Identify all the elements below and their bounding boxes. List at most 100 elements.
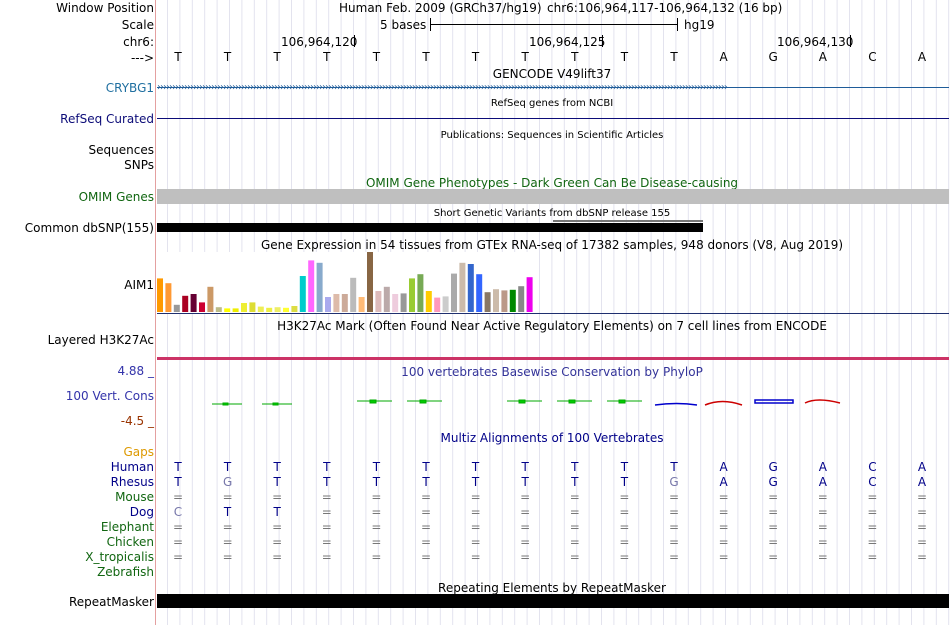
species-label[interactable]: X_tropicalis (85, 550, 154, 564)
gtex-tissue-bar[interactable] (199, 302, 205, 312)
omim-gene-bar[interactable] (157, 189, 949, 204)
species-alignment-row[interactable]: = = = = = = = = = = = = = = = = (155, 490, 950, 504)
species-label[interactable]: Rhesus (110, 475, 154, 489)
h3k27ac-label[interactable]: Layered H3K27Ac (47, 333, 154, 347)
h3k27ac-signal[interactable] (157, 357, 949, 360)
gtex-tissue-bar[interactable] (467, 264, 474, 312)
gtex-tissue-bar[interactable] (375, 291, 382, 312)
gtex-tissue-bar[interactable] (224, 308, 231, 312)
species-label[interactable]: Human (110, 460, 154, 474)
species-label[interactable]: Mouse (115, 490, 154, 504)
publications-track-title[interactable]: Publications: Sequences in Scientific Ar… (440, 130, 664, 141)
species-alignment-row[interactable] (155, 565, 950, 579)
gtex-tissue-bar[interactable] (358, 297, 365, 312)
gtex-tissue-bar[interactable] (493, 289, 499, 312)
strand-arrow-label[interactable]: ---> (130, 51, 154, 65)
species-label[interactable]: Zebrafish (97, 565, 154, 579)
gtex-tissue-bar[interactable] (207, 286, 214, 312)
gtex-tissue-bar[interactable] (274, 307, 281, 312)
gtex-tissue-bar[interactable] (509, 289, 516, 312)
gtex-tissue-bar[interactable] (367, 252, 373, 312)
gtex-tissue-bar[interactable] (241, 303, 247, 312)
gtex-tissue-bar[interactable] (434, 297, 441, 312)
gtex-tissue-bar[interactable] (425, 291, 432, 312)
multiz-track-title[interactable]: Multiz Alignments of 100 Vertebrates (440, 431, 664, 445)
dbsnp-track-title[interactable]: Short Genetic Variants from dbSNP releas… (433, 208, 671, 219)
gencode-track-title[interactable]: GENCODE V49lift37 (492, 67, 612, 81)
gtex-tissue-bar[interactable] (190, 294, 197, 312)
gtex-tissue-bar[interactable] (165, 283, 172, 312)
gtex-tissue-bar[interactable] (333, 294, 340, 312)
h3k27ac-track-title[interactable]: H3K27Ac Mark (Often Found Near Active Re… (277, 319, 827, 333)
gtex-tissue-bar[interactable] (249, 302, 256, 312)
gtex-tissue-bar[interactable] (257, 306, 264, 312)
species-label[interactable]: Elephant (100, 520, 154, 534)
gtex-tissue-bar[interactable] (484, 292, 491, 312)
repeatmasker-label[interactable]: RepeatMasker (68, 595, 154, 609)
gtex-tissue-bar[interactable] (459, 262, 466, 312)
gtex-tissue-bar[interactable] (392, 294, 399, 312)
dbsnp-label[interactable]: Common dbSNP(155) (24, 221, 154, 235)
repeatmasker-element[interactable] (157, 594, 949, 608)
gtex-tissue-bar[interactable] (451, 273, 457, 312)
publications-label-sequences[interactable]: Sequences (88, 143, 154, 157)
gtex-tissue-bar[interactable] (266, 307, 273, 312)
gtex-tissue-bar[interactable] (308, 260, 315, 312)
aligned-base: = (916, 505, 928, 519)
species-label[interactable]: Chicken (106, 535, 154, 549)
gtex-tissue-bar[interactable] (417, 274, 424, 312)
gtex-tissue-bar[interactable] (232, 308, 239, 312)
gtex-tissue-bar[interactable] (283, 307, 289, 312)
gtex-tissue-bar[interactable] (291, 306, 298, 312)
gtex-tissue-bar[interactable] (501, 290, 508, 312)
dbsnp-variant-bar-upper[interactable] (553, 220, 703, 222)
species-alignment-row[interactable]: = = = = = = = = = = = = = = = = (155, 550, 950, 564)
gtex-tissue-bar[interactable] (518, 286, 525, 312)
gtex-tissue-bar[interactable] (400, 293, 407, 312)
species-label[interactable]: Dog (129, 505, 154, 519)
aligned-base: = (916, 520, 928, 534)
omim-label[interactable]: OMIM Genes (78, 190, 154, 204)
gtex-tissue-bar[interactable] (157, 278, 163, 312)
species-alignment-row[interactable]: = = = = = = = = = = = = = = = = (155, 520, 950, 534)
gtex-tissue-bar[interactable] (383, 286, 390, 312)
multiz-gaps-label[interactable]: Gaps (123, 445, 154, 459)
species-alignment-row[interactable]: = = = = = = = = = = = = = = = = (155, 535, 950, 549)
gene-strand-chevrons[interactable]: ››››››››››››››››››››››››››››››››››››››››… (157, 82, 728, 93)
gtex-bar-chart[interactable] (157, 252, 537, 313)
gtex-tissue-bar[interactable] (526, 277, 533, 312)
aligned-base: = (718, 550, 729, 564)
repeatmasker-track-title[interactable]: Repeating Elements by RepeatMasker (438, 581, 666, 595)
gtex-tissue-bar[interactable] (476, 274, 483, 312)
omim-track-title[interactable]: OMIM Gene Phenotypes - Dark Green Can Be… (365, 176, 739, 190)
gtex-tissue-bar[interactable] (442, 296, 449, 312)
assembly-label[interactable]: Human Feb. 2009 (GRCh37/hg19) (339, 1, 542, 15)
gtex-tissue-bar[interactable] (341, 294, 348, 312)
gtex-tissue-bar[interactable] (215, 307, 222, 312)
position-readout[interactable]: chr6:106,964,117-106,964,132 (16 bp) (547, 1, 783, 15)
aligned-base: A (818, 475, 827, 489)
refseq-track-title[interactable]: RefSeq genes from NCBI (490, 98, 614, 109)
gtex-tissue-bar[interactable] (350, 277, 357, 312)
gtex-tissue-bar[interactable] (316, 262, 323, 312)
refseq-label[interactable]: RefSeq Curated (60, 112, 154, 126)
dbsnp-variant-bar[interactable] (157, 223, 703, 232)
phylop-wiggle[interactable] (157, 392, 949, 410)
species-alignment-row[interactable]: C T T = = = = = = = = = = = = = (155, 505, 950, 519)
publications-label-snps[interactable]: SNPs (124, 158, 154, 172)
aligned-base: = (321, 520, 332, 534)
gtex-tissue-bar[interactable] (325, 297, 331, 312)
gtex-gene-label[interactable]: AIM1 (124, 278, 154, 292)
gencode-gene-label[interactable]: CRYBG1 (105, 81, 154, 95)
phylop-label[interactable]: 100 Vert. Cons (65, 389, 154, 403)
gtex-tissue-bar[interactable] (173, 304, 180, 312)
gtex-tissue-bar[interactable] (409, 278, 415, 312)
gtex-tissue-bar[interactable] (182, 295, 189, 312)
refseq-line[interactable] (157, 118, 949, 119)
gtex-tissue-bar[interactable] (299, 276, 306, 312)
coord-tick (602, 35, 603, 47)
gtex-track-title[interactable]: Gene Expression in 54 tissues from GTEx … (260, 238, 844, 252)
phylop-track-title[interactable]: 100 vertebrates Basewise Conservation by… (401, 365, 703, 379)
